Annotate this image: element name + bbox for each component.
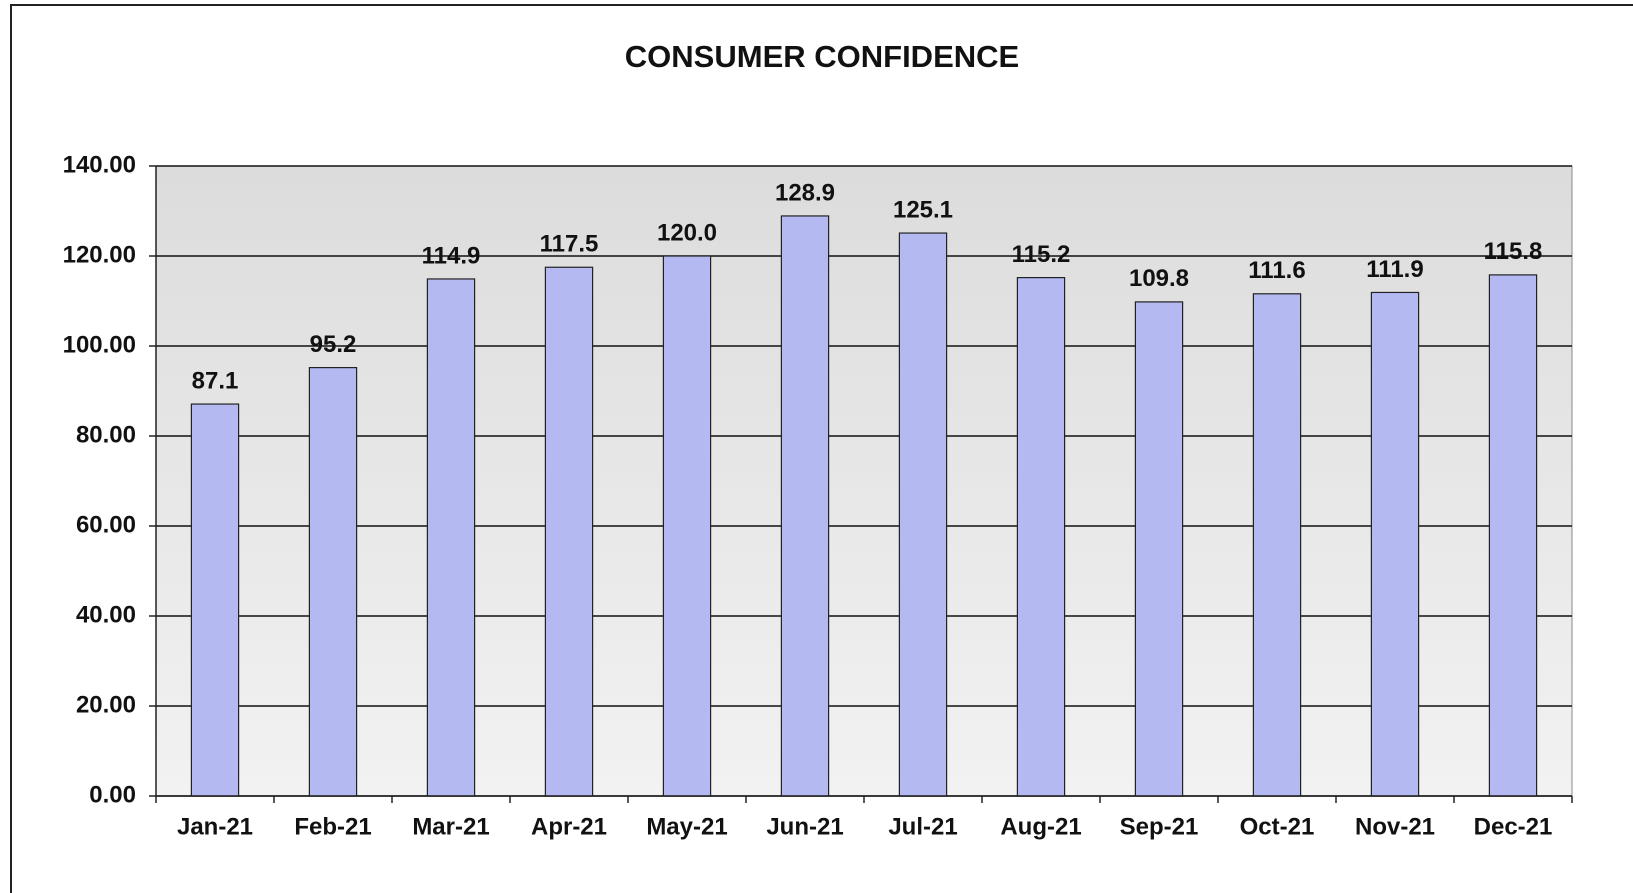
bar <box>544 266 594 797</box>
bar <box>308 367 358 797</box>
plot-area <box>155 165 1573 797</box>
bar <box>426 278 476 797</box>
x-tick-label: Dec-21 <box>1474 813 1553 840</box>
y-tick-label: 40.00 <box>76 601 136 628</box>
x-tick-label: Jul-21 <box>888 813 957 840</box>
y-tick-label: 60.00 <box>76 511 136 538</box>
x-tick-label: Aug-21 <box>1000 813 1081 840</box>
x-tick-label: Mar-21 <box>412 813 489 840</box>
y-tick-label: 0.00 <box>89 781 136 808</box>
data-label: 117.5 <box>540 231 599 258</box>
x-tick-label: May-21 <box>646 813 727 840</box>
data-label: 111.9 <box>1366 256 1423 283</box>
data-label: 114.9 <box>422 242 481 269</box>
x-tick-label: Apr-21 <box>531 813 607 840</box>
bar <box>1252 293 1302 797</box>
data-label: 128.9 <box>775 179 835 206</box>
data-label: 95.2 <box>310 331 357 358</box>
bar <box>190 403 240 797</box>
data-label: 115.8 <box>1484 238 1543 265</box>
bar <box>1488 274 1538 797</box>
bar <box>1016 277 1066 797</box>
x-tick-label: Feb-21 <box>294 813 371 840</box>
x-tick-label: Nov-21 <box>1355 813 1435 840</box>
y-tick-label: 80.00 <box>76 421 136 448</box>
data-label: 87.1 <box>192 367 239 394</box>
y-tick-label: 140.00 <box>63 151 136 178</box>
x-tick-label: Jun-21 <box>766 813 843 840</box>
y-tick-label: 120.00 <box>63 241 136 268</box>
data-label: 125.1 <box>893 196 953 223</box>
bar <box>780 215 830 797</box>
y-tick-label: 100.00 <box>63 331 136 358</box>
bar <box>662 255 712 797</box>
bar <box>1370 291 1420 797</box>
x-tick-label: Jan-21 <box>177 813 253 840</box>
data-label: 115.2 <box>1012 241 1071 268</box>
x-tick-label: Sep-21 <box>1120 813 1199 840</box>
data-label: 120.0 <box>657 219 717 246</box>
chart-title: CONSUMER CONFIDENCE <box>625 39 1019 74</box>
bar <box>1134 301 1184 797</box>
data-label: 111.6 <box>1248 257 1305 284</box>
bar <box>898 232 948 797</box>
y-tick-label: 20.00 <box>76 691 136 718</box>
x-tick-label: Oct-21 <box>1240 813 1315 840</box>
data-label: 109.8 <box>1129 265 1189 292</box>
